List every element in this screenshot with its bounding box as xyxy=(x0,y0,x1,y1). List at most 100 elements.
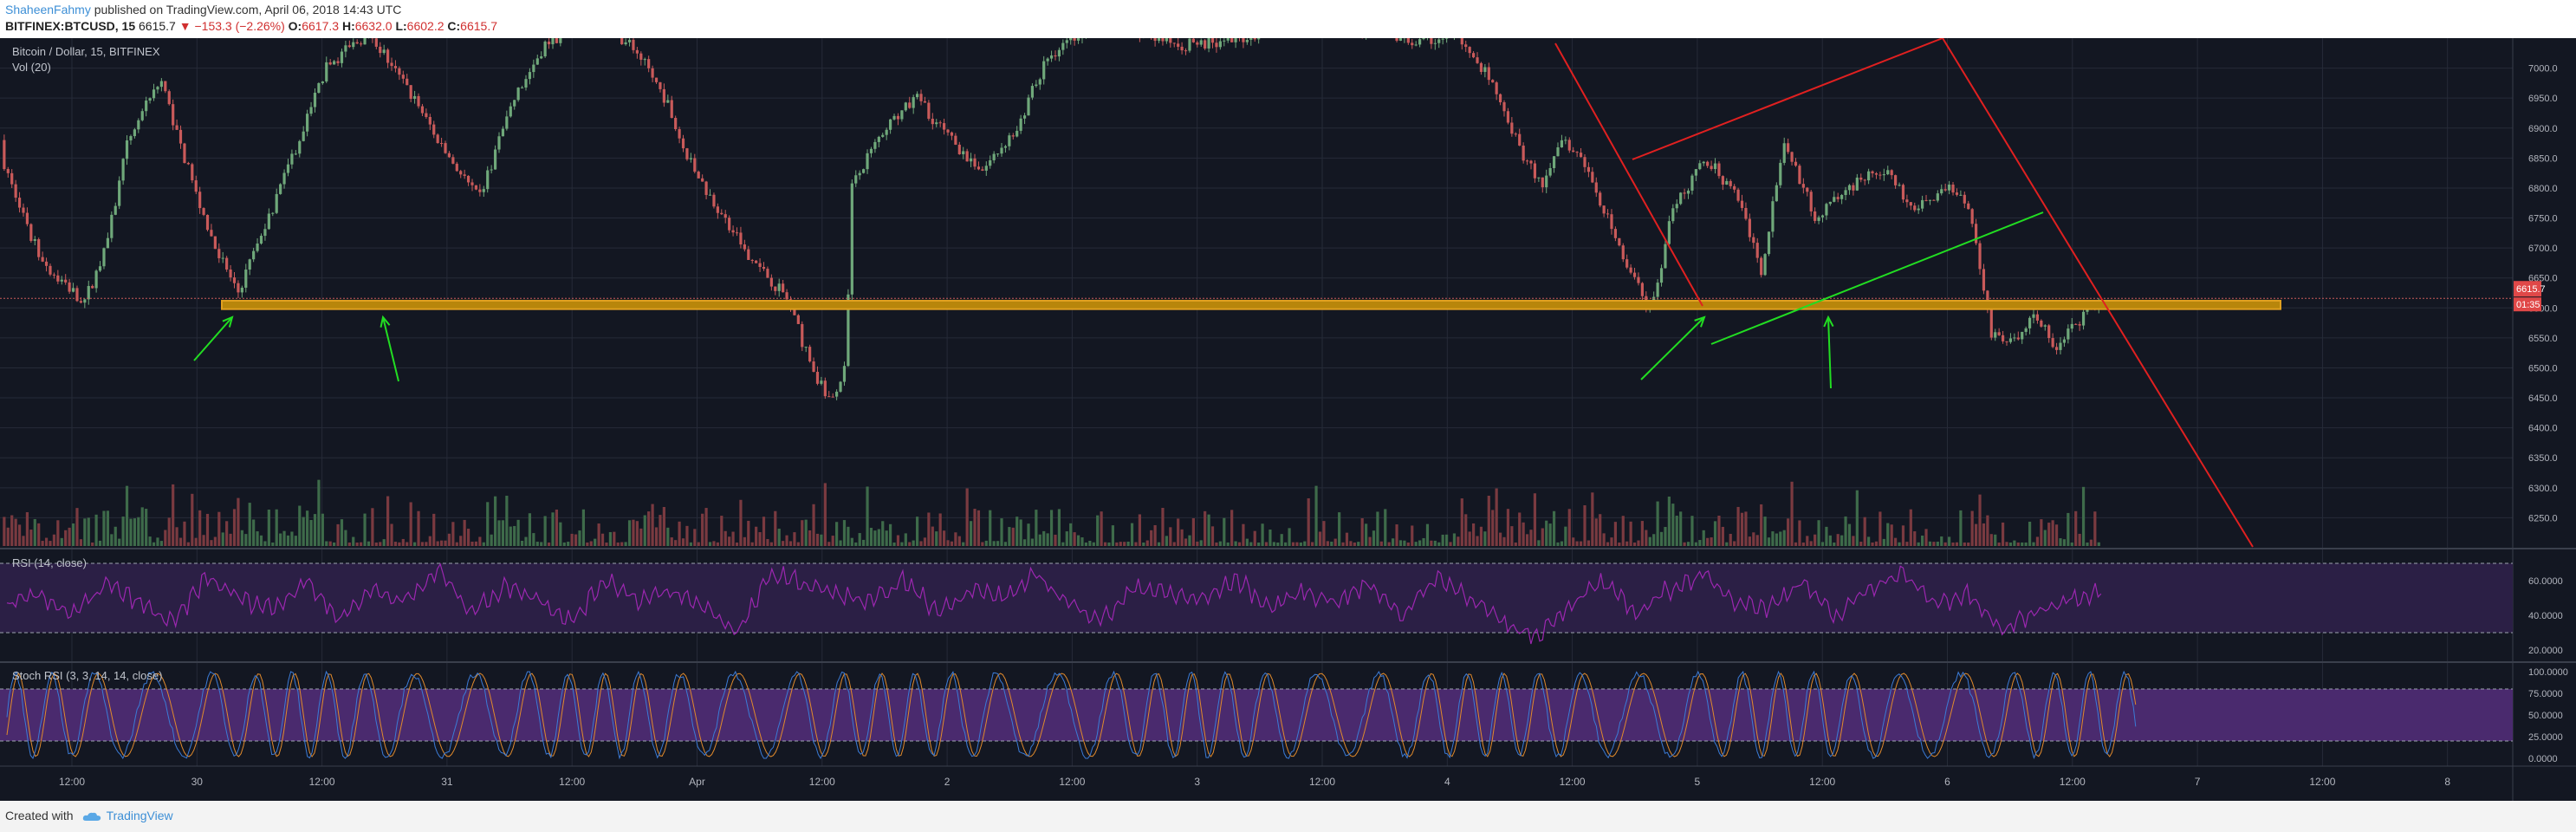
volume-bar xyxy=(363,513,367,546)
volume-bar xyxy=(1579,541,1583,546)
chart-area[interactable]: 60.0000 40.0000 20.0000 100.0000 75.0000 50.… xyxy=(0,38,2576,801)
volume-bar xyxy=(801,520,804,546)
volume-bar xyxy=(497,520,501,546)
candle-body xyxy=(336,61,340,63)
candle-body xyxy=(1533,163,1537,179)
volume-bar xyxy=(486,502,490,546)
candle-body xyxy=(1955,192,1959,195)
volume-bar xyxy=(1859,542,1863,546)
volume-bar xyxy=(1103,542,1107,546)
volume-bar xyxy=(1245,538,1249,546)
volume-bar xyxy=(1218,541,1222,546)
candle-body xyxy=(406,78,409,86)
volume-bar xyxy=(992,541,996,546)
candle-body xyxy=(2081,311,2086,326)
created-with: Created with TradingView xyxy=(5,809,173,822)
volume-bar xyxy=(1269,529,1272,546)
volume-bar xyxy=(2043,530,2047,546)
candle-body xyxy=(2062,339,2067,343)
volume-bar xyxy=(3,517,6,546)
volume-bar xyxy=(275,509,278,546)
volume-bar xyxy=(1664,527,1667,546)
volume-bar xyxy=(374,542,378,546)
candle-body xyxy=(962,151,965,154)
candle-body xyxy=(1418,39,1422,45)
candle-body xyxy=(1752,237,1755,244)
volume-bar xyxy=(839,540,842,546)
volume-bar xyxy=(133,518,136,546)
open-value: 6617.3 xyxy=(302,19,340,33)
volume-bar xyxy=(950,541,954,546)
volume-bar xyxy=(1909,509,1912,546)
volume-bar xyxy=(697,542,700,546)
time-tick-label: 12:00 xyxy=(309,776,335,788)
author-link[interactable]: ShaheenFahmy xyxy=(5,3,91,16)
candle-body xyxy=(965,151,969,162)
volume-bar xyxy=(815,533,820,546)
volume-bar xyxy=(586,542,589,546)
volume-bar xyxy=(1913,531,1917,546)
candle-body xyxy=(815,372,820,384)
candle-body xyxy=(478,189,482,192)
volume-bar xyxy=(198,510,202,546)
volume-bar xyxy=(693,529,697,546)
volume-bar xyxy=(962,542,965,546)
candle-body xyxy=(973,158,977,167)
volume-bar xyxy=(321,513,324,546)
volume-bar xyxy=(1963,542,1966,546)
volume-bar xyxy=(1794,542,1798,546)
volume-bar xyxy=(954,532,957,546)
tradingview-link[interactable]: TradingView xyxy=(106,809,173,822)
candle-body xyxy=(1806,187,1809,192)
candle-body xyxy=(635,49,639,54)
volume-bar xyxy=(559,522,562,546)
candle-body xyxy=(796,315,800,324)
price-axis[interactable]: 7000.0 6950.0 6900.0 6850.0 6800.0 6750.0 6700… xyxy=(2514,64,2558,524)
candle-body xyxy=(129,136,133,140)
candle-body xyxy=(1575,152,1579,153)
candle-body xyxy=(1191,38,1195,42)
volume-bar xyxy=(1898,542,1901,546)
candle-body xyxy=(1874,172,1878,175)
candle-body xyxy=(2035,314,2040,321)
volume-bar xyxy=(1210,526,1215,546)
time-axis[interactable]: 12:00 30 12:00 31 12:00 Apr 12:00 2 12:00 3 12:00 4… xyxy=(59,776,2450,788)
volume-bar xyxy=(1054,534,1057,546)
volume-bar xyxy=(793,532,796,546)
candle-body xyxy=(931,118,934,125)
candle-body xyxy=(1989,307,1993,338)
volume-bar xyxy=(728,536,731,546)
candle-body xyxy=(1406,38,1410,43)
candle-body xyxy=(1057,49,1061,57)
volume-bar xyxy=(114,526,117,546)
candle-body xyxy=(505,116,509,129)
candle-body xyxy=(1679,192,1683,205)
candle-body xyxy=(1664,244,1667,269)
candle-body xyxy=(436,134,439,144)
candle-body xyxy=(1855,177,1859,191)
candle-body xyxy=(1422,38,1425,40)
price-tick-label: 6450.0 xyxy=(2528,393,2558,404)
candle-body xyxy=(704,181,708,195)
candle-body xyxy=(678,129,681,139)
candle-body xyxy=(769,277,773,287)
volume-bar xyxy=(302,517,305,546)
candle-body xyxy=(1787,143,1790,153)
candle-body xyxy=(205,214,210,231)
candle-body xyxy=(1694,169,1697,176)
candle-body xyxy=(22,207,25,213)
volume-bar xyxy=(1698,540,1702,546)
volume-bar xyxy=(75,508,79,546)
volume-bar xyxy=(466,529,470,546)
low-value: 6602.2 xyxy=(406,19,444,33)
candle-body xyxy=(390,62,393,67)
volume-bar xyxy=(1760,504,1763,546)
volume-bar xyxy=(2086,542,2089,546)
volume-bar xyxy=(367,541,371,546)
candle-body xyxy=(1514,133,1517,135)
last-price-label: 6615.7 xyxy=(2516,284,2546,295)
volume-bar xyxy=(935,531,938,546)
volume-bar xyxy=(2062,539,2067,546)
volume-bar xyxy=(37,523,41,546)
